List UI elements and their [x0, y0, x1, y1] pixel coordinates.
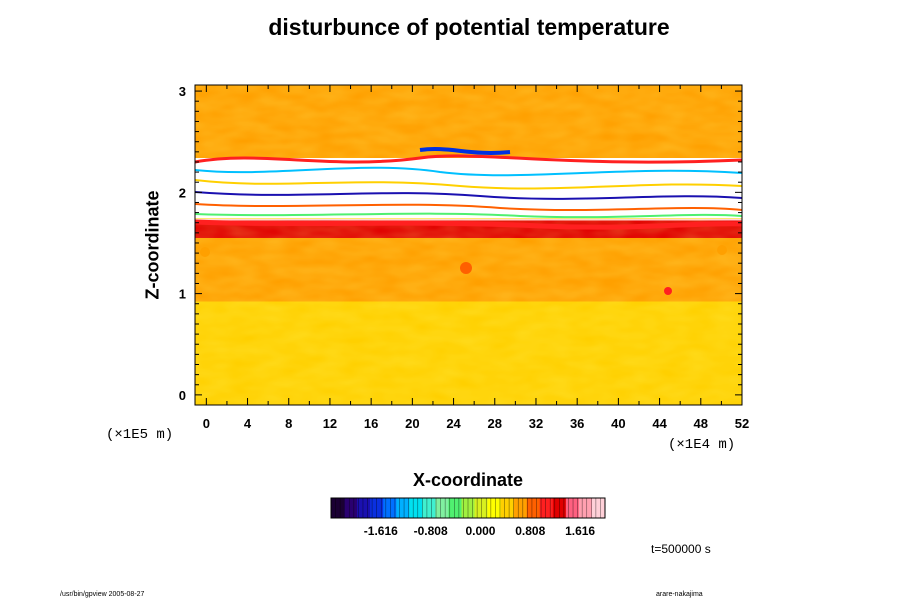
band-line-4 [195, 191, 742, 200]
x-unit-label: (×1E4 m) [668, 437, 736, 453]
colorbar-segment [331, 498, 345, 518]
heatmap-plot-area [194, 84, 743, 406]
colorbar-segment [578, 498, 593, 518]
colorbar [330, 497, 606, 519]
colorbar-segment [448, 498, 462, 518]
y-axis-ticks [195, 90, 742, 396]
band-line-1 [195, 154, 742, 164]
x-axis-ticks [205, 85, 743, 405]
x-tick-label: 32 [529, 416, 543, 431]
colorbar-segment [487, 498, 502, 518]
colorbar-segment [565, 498, 580, 518]
chart-title: disturbunce of potential temperature [268, 14, 670, 40]
colorbar-tick-label: 1.616 [565, 524, 595, 538]
colorbar-tick-label: 0.808 [515, 524, 545, 538]
y-tick-label: 3 [179, 84, 186, 99]
band-red-edge [195, 219, 742, 230]
colorbar-segment [357, 498, 371, 518]
heatmap-texture [195, 85, 742, 405]
x-axis-tick-labels: 0 4 8 12 16 20 24 28 32 36 40 44 48 52 [203, 416, 750, 431]
x-tick-label: 48 [694, 416, 708, 431]
colorbar-segment [500, 498, 515, 518]
time-label: t=500000 s [651, 542, 711, 556]
colorbar-tick-label: 0.000 [465, 524, 495, 538]
x-tick-label: 4 [244, 416, 252, 431]
colorbar-segment [344, 498, 358, 518]
x-tick-label: 0 [203, 416, 210, 431]
plot-frame [194, 84, 743, 406]
colorbar-tick-labels: -1.616 -0.808 0.000 0.808 1.616 [364, 524, 596, 538]
colorbar-segment [409, 498, 423, 518]
z-unit-label: (×1E5 m) [106, 427, 174, 443]
y-tick-label: 0 [179, 388, 186, 403]
band-line-5 [195, 203, 742, 211]
warm-vortex-2 [664, 287, 672, 295]
colorbar-tick-label: -0.808 [414, 524, 448, 538]
colorbar-segment [591, 498, 606, 518]
band-blue-streak [419, 147, 511, 155]
x-tick-label: 16 [364, 416, 378, 431]
x-tick-label: 24 [446, 416, 461, 431]
x-tick-label: 8 [285, 416, 292, 431]
colorbar-segment [526, 498, 541, 518]
warm-vortex-3 [200, 247, 210, 257]
band-line-3 [195, 179, 742, 190]
x-tick-label: 36 [570, 416, 584, 431]
x-tick-label: 40 [611, 416, 625, 431]
x-tick-label: 20 [405, 416, 419, 431]
colorbar-segment [435, 498, 449, 518]
colorbar-segment [513, 498, 528, 518]
warm-vortex-1 [460, 262, 472, 274]
colorbar-segment [539, 498, 554, 518]
colorbar-frame [330, 497, 606, 519]
y-tick-label: 1 [179, 287, 186, 302]
colorbar-segment [422, 498, 436, 518]
y-axis-label: Z-coordinate [142, 190, 163, 300]
footer-right: arare-nakajima [656, 591, 703, 598]
footer-left: /usr/bin/gpview 2005-08-27 [60, 591, 145, 598]
warm-vortex-4 [717, 245, 727, 255]
y-axis-tick-labels: 0 1 2 3 [179, 84, 186, 403]
x-tick-label: 28 [488, 416, 502, 431]
turbulence-band [195, 147, 742, 295]
x-axis-label: X-coordinate [412, 470, 524, 490]
band-line-2 [195, 166, 742, 177]
colorbar-segment [474, 498, 489, 518]
x-tick-label: 52 [735, 416, 749, 431]
y-tick-label: 2 [179, 185, 186, 200]
colorbar-tick-label: -1.616 [364, 524, 398, 538]
colorbar-segment [383, 498, 397, 518]
x-tick-label: 44 [652, 416, 667, 431]
x-tick-label: 12 [323, 416, 337, 431]
colorbar-segment [396, 498, 410, 518]
band-line-6 [195, 212, 742, 219]
